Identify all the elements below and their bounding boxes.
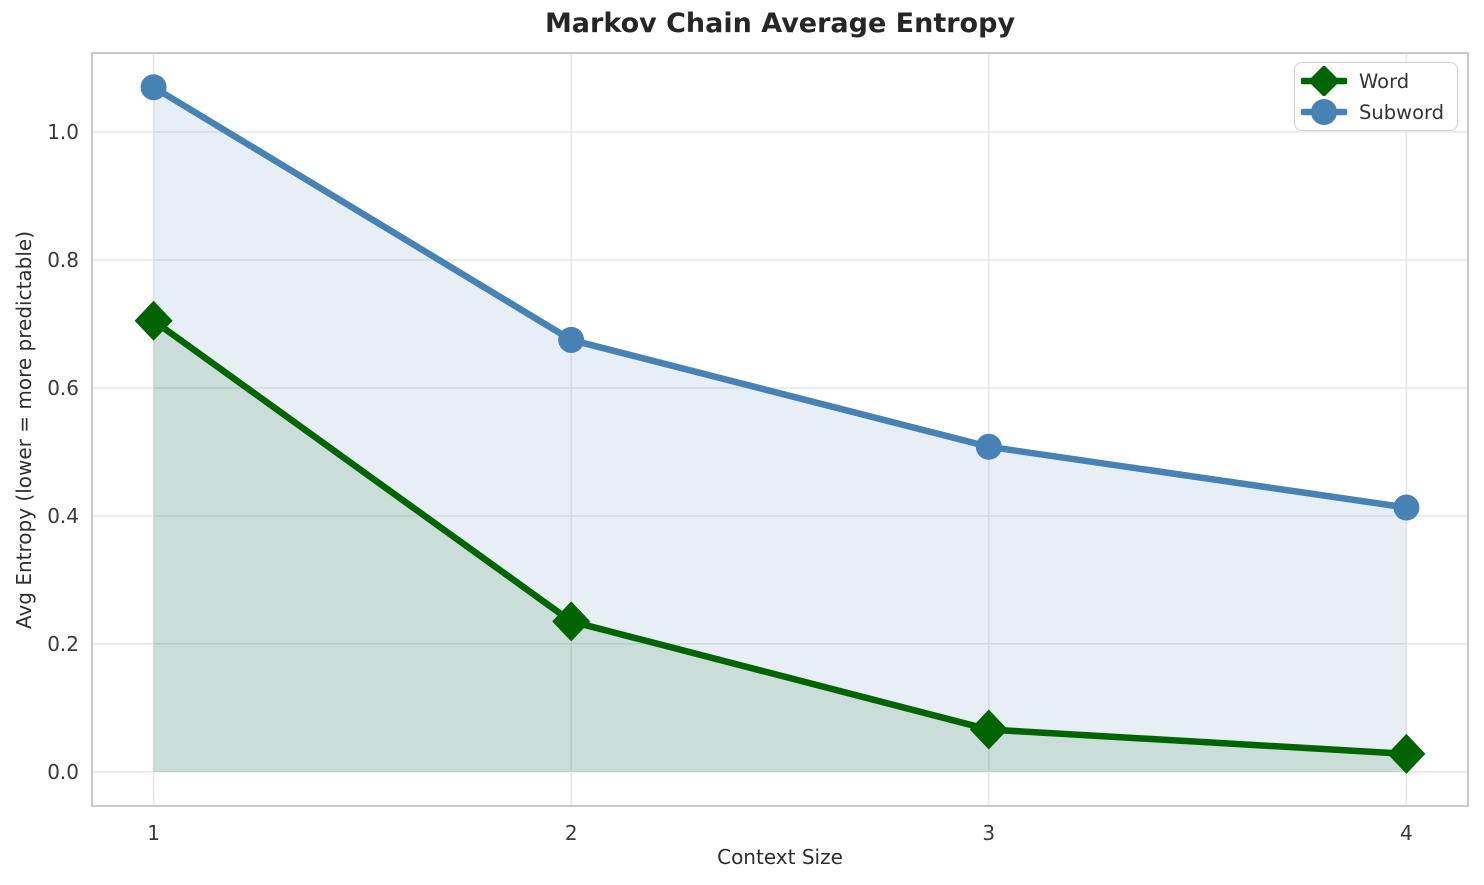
legend-item-subword: Subword [1301,97,1457,128]
svg-text:0.8: 0.8 [47,248,79,272]
svg-text:0.0: 0.0 [47,760,79,784]
svg-text:4: 4 [1400,821,1413,845]
svg-text:1: 1 [147,821,160,845]
legend-label: Word [1359,69,1410,93]
subword-marker-icon [1301,99,1347,125]
svg-text:3: 3 [982,821,995,845]
x-axis-label: Context Size [717,845,843,869]
svg-text:0.6: 0.6 [47,376,79,400]
word-marker-icon [1301,66,1347,96]
svg-text:2: 2 [565,821,578,845]
svg-text:0.4: 0.4 [47,504,79,528]
legend-label: Subword [1359,100,1445,124]
svg-text:1.0: 1.0 [47,120,79,144]
chart-title: Markov Chain Average Entropy [544,8,1016,39]
svg-text:0.2: 0.2 [47,632,79,656]
legend: Word Subword [1294,62,1458,131]
legend-item-word: Word [1301,66,1457,97]
